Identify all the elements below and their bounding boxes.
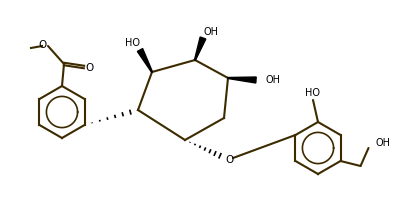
Polygon shape (138, 49, 152, 72)
Text: OH: OH (375, 138, 391, 148)
Text: O: O (39, 40, 47, 50)
Polygon shape (228, 77, 256, 83)
Text: O: O (85, 63, 93, 73)
Text: OH: OH (203, 27, 219, 37)
Text: OH: OH (266, 75, 281, 85)
Text: O: O (226, 155, 234, 165)
Text: HO: HO (124, 38, 140, 48)
Text: HO: HO (306, 88, 320, 98)
Polygon shape (194, 37, 206, 60)
